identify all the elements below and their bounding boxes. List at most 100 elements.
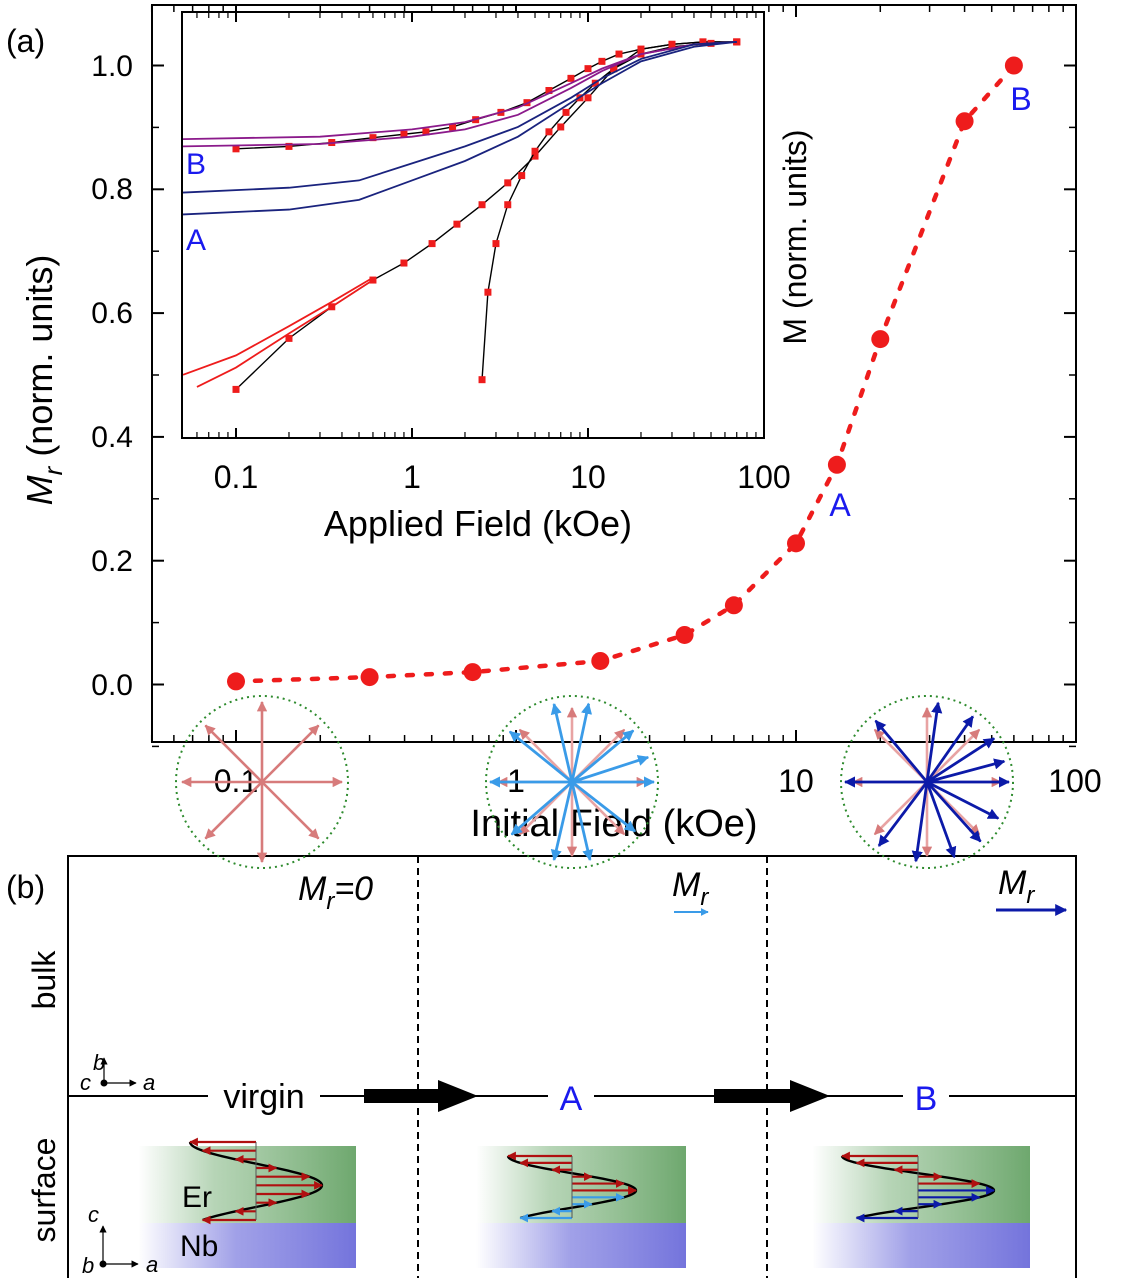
inset-series-line <box>183 276 374 376</box>
domain-arrow <box>510 780 573 836</box>
inset-data-point <box>531 152 539 160</box>
nb-layer <box>476 1223 686 1268</box>
data-point <box>955 112 974 131</box>
inset-data-point <box>518 172 526 180</box>
domain-arrows-b <box>843 701 1011 863</box>
data-point <box>675 625 694 644</box>
inset-data-point <box>478 376 486 384</box>
b-label-bg <box>903 1076 949 1114</box>
helix-b <box>840 1151 996 1223</box>
data-point <box>463 663 482 682</box>
inset-curve-label-b: B <box>186 148 206 181</box>
data-point <box>227 672 245 691</box>
main-y-axis-label: Mr (norm. units) <box>19 255 68 506</box>
axis-b-label: b <box>82 1253 94 1278</box>
mr-zero-label: Mr=0 <box>298 870 373 915</box>
inset-data-point <box>453 220 461 228</box>
domain-arrow <box>550 702 574 783</box>
domain-arrow <box>874 719 929 783</box>
domain-arrow <box>261 781 320 840</box>
domain-arrows-virgin <box>180 700 344 864</box>
transition-arrow-1 <box>364 1080 478 1112</box>
data-point <box>591 651 610 670</box>
main-y-tick-labels: 0.0 0.2 0.4 0.6 0.8 1.0 <box>91 50 133 702</box>
y-tick-label: 1.0 <box>91 50 133 83</box>
panel-a-label: (a) <box>6 23 45 59</box>
domain-arrow <box>261 724 320 783</box>
row-label-surface: surface <box>26 1138 62 1243</box>
inset-plot-frame <box>181 11 765 439</box>
domain-circle-virgin <box>175 695 349 869</box>
domain-arrows-a <box>488 702 656 862</box>
domain-arrow <box>571 729 635 784</box>
inset-data-point <box>484 288 492 296</box>
data-trend-line <box>233 63 1017 684</box>
surface-axes: c b a <box>82 1202 158 1278</box>
domain-arrow <box>550 781 574 862</box>
row-label-bulk: bulk <box>26 950 62 1010</box>
domain-circle-b <box>840 695 1014 869</box>
domain-arrow <box>925 715 975 783</box>
inset-data-point <box>567 74 575 82</box>
inset-data-point <box>285 142 293 150</box>
domain-arrow <box>911 781 929 863</box>
y-tick-label: 0.8 <box>91 173 133 206</box>
data-point <box>827 455 846 474</box>
nb-layer <box>138 1223 356 1268</box>
inset-data-point <box>615 50 623 58</box>
domain-arrow <box>926 758 1006 784</box>
inset-series-line <box>183 41 737 216</box>
domain-arrow <box>204 781 263 840</box>
inset-data-point <box>699 38 707 46</box>
axis-c-label: c <box>88 1202 99 1227</box>
inset-series-line <box>183 41 737 194</box>
inset-data <box>183 38 741 393</box>
inset-data-point <box>232 385 240 393</box>
domain-arrow <box>877 781 929 847</box>
inset-x-tick-label: 1 <box>403 459 421 495</box>
inset-data-point <box>668 43 676 51</box>
panel-b-label: (b) <box>6 869 45 905</box>
inset-axis-ticks <box>196 12 765 438</box>
y-tick-label: 0.4 <box>91 421 133 454</box>
inset-x-tick-labels: 0.1 1 10 100 <box>214 459 791 495</box>
inset-series-line <box>196 279 374 388</box>
inset-data-point <box>584 94 592 102</box>
inset-data-point <box>531 147 539 155</box>
domain-arrow <box>925 701 943 783</box>
state-label-a: A <box>560 1080 583 1118</box>
inset-x-tick-label: 0.1 <box>214 459 258 495</box>
inset-curves <box>183 38 741 393</box>
domain-arrow <box>570 781 594 862</box>
domain-arrow <box>204 724 263 783</box>
inset-series-line <box>183 41 737 148</box>
axis-a-label: a <box>146 1252 158 1277</box>
domain-arrow <box>570 702 593 783</box>
main-axis-ticks <box>150 5 1077 748</box>
inset-x-tick-label: 10 <box>570 459 606 495</box>
domain-arrow <box>926 728 981 783</box>
data-point <box>787 534 805 553</box>
point-label-b: B <box>1010 81 1031 117</box>
inset-data-point <box>232 145 240 153</box>
inset-data-point <box>504 201 512 209</box>
inset-x-axis-label: Applied Field (kOe) <box>324 503 632 544</box>
er-layer-label: Er <box>182 1181 212 1214</box>
inset-data-point <box>369 134 377 142</box>
inset-data-point <box>545 87 553 95</box>
nb-layer-label: Nb <box>180 1230 218 1263</box>
inset-data-point <box>285 334 293 342</box>
inset-data-point <box>610 65 618 73</box>
y-tick-label: 0.2 <box>91 545 133 578</box>
helix-virgin <box>188 1137 324 1225</box>
inset-data-point <box>400 130 408 138</box>
data-point <box>360 668 379 687</box>
virgin-label-bg <box>208 1076 320 1114</box>
surface-a <box>476 1146 686 1268</box>
inset-data-point <box>557 123 565 131</box>
x-tick-label: 100 <box>1048 763 1101 799</box>
state-label-b: B <box>915 1080 938 1118</box>
domain-arrow <box>925 781 982 843</box>
nb-layer <box>812 1223 1030 1268</box>
